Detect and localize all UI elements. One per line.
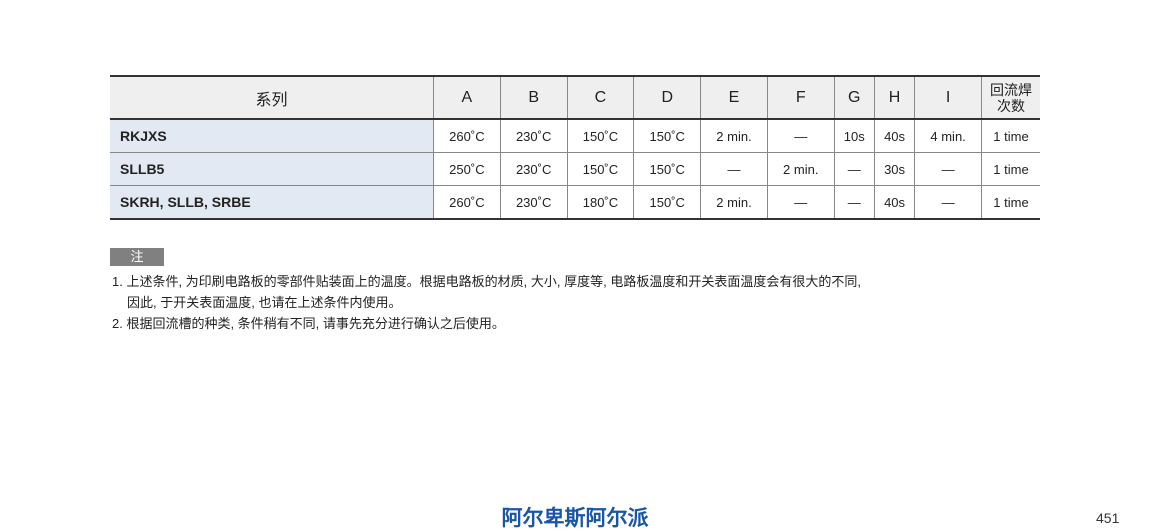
value-cell: 150˚C	[566, 152, 634, 186]
value-cell: 260˚C	[433, 119, 501, 153]
value-cell: —	[914, 185, 982, 219]
page-number: 451	[1096, 510, 1120, 526]
header-series: 系列	[110, 76, 434, 120]
table-header-row: 系列 A B C D E F G H I 回流焊 次数	[110, 76, 1040, 120]
value-cell: 30s	[873, 152, 915, 186]
header-c: C	[566, 76, 634, 120]
header-b: B	[499, 76, 568, 120]
value-cell: 2 min.	[700, 119, 768, 153]
value-cell: 230˚C	[499, 152, 568, 186]
value-cell: 250˚C	[433, 152, 501, 186]
value-cell: 230˚C	[499, 119, 568, 153]
value-cell: 1 time	[981, 185, 1040, 219]
value-cell: 1 time	[981, 119, 1040, 153]
value-cell: —	[833, 185, 875, 219]
value-cell: 180˚C	[566, 185, 634, 219]
notes-list: 1. 上述条件, 为印刷电路板的零部件贴装面上的温度。根据电路板的材质, 大小,…	[112, 271, 861, 334]
value-cell: 260˚C	[433, 185, 501, 219]
header-h: H	[873, 76, 915, 120]
header-f: F	[766, 76, 835, 120]
note-badge: 注	[110, 248, 164, 266]
value-cell: 40s	[873, 185, 915, 219]
series-cell: RKJXS	[110, 119, 434, 153]
series-cell: SKRH, SLLB, SRBE	[110, 185, 434, 219]
value-cell: 150˚C	[633, 185, 701, 219]
header-d: D	[633, 76, 701, 120]
note-2: 2. 根据回流槽的种类, 条件稍有不同, 请事先充分进行确认之后使用。	[112, 316, 505, 331]
table-row: SLLB5 250˚C 230˚C 150˚C 150˚C —2 min. —30s —1 t…	[110, 152, 1040, 186]
reflow-conditions-table: 系列 A B C D E F G H I 回流焊 次数 RKJXS 260˚C 230…	[110, 75, 1040, 220]
note-1-continued: 因此, 于开关表面温度, 也请在上述条件内使用。	[127, 295, 402, 310]
table-row: SKRH, SLLB, SRBE 260˚C 230˚C 180˚C 150˚C 2 mi…	[110, 185, 1040, 219]
series-cell: SLLB5	[110, 152, 434, 186]
value-cell: 230˚C	[499, 185, 568, 219]
value-cell: 1 time	[981, 152, 1040, 186]
header-a: A	[433, 76, 501, 120]
header-i: I	[914, 76, 982, 120]
value-cell: 10s	[833, 119, 875, 153]
value-cell: 2 min.	[700, 185, 768, 219]
value-cell: 150˚C	[633, 119, 701, 153]
header-reflow-count: 回流焊 次数	[981, 76, 1040, 120]
value-cell: —	[833, 152, 875, 186]
value-cell: 40s	[873, 119, 915, 153]
table-row: RKJXS 260˚C 230˚C 150˚C 150˚C 2 min. —10s 40s 4 …	[110, 119, 1040, 153]
header-e: E	[700, 76, 768, 120]
value-cell: 150˚C	[566, 119, 634, 153]
value-cell: —	[914, 152, 982, 186]
value-cell: —	[766, 119, 835, 153]
value-cell: —	[700, 152, 768, 186]
value-cell: —	[766, 185, 835, 219]
value-cell: 150˚C	[633, 152, 701, 186]
value-cell: 2 min.	[766, 152, 835, 186]
note-1: 1. 上述条件, 为印刷电路板的零部件贴装面上的温度。根据电路板的材质, 大小,…	[112, 274, 861, 289]
header-g: G	[833, 76, 875, 120]
value-cell: 4 min.	[914, 119, 982, 153]
brand-logo-text: 阿尔卑斯阿尔派	[501, 507, 649, 530]
